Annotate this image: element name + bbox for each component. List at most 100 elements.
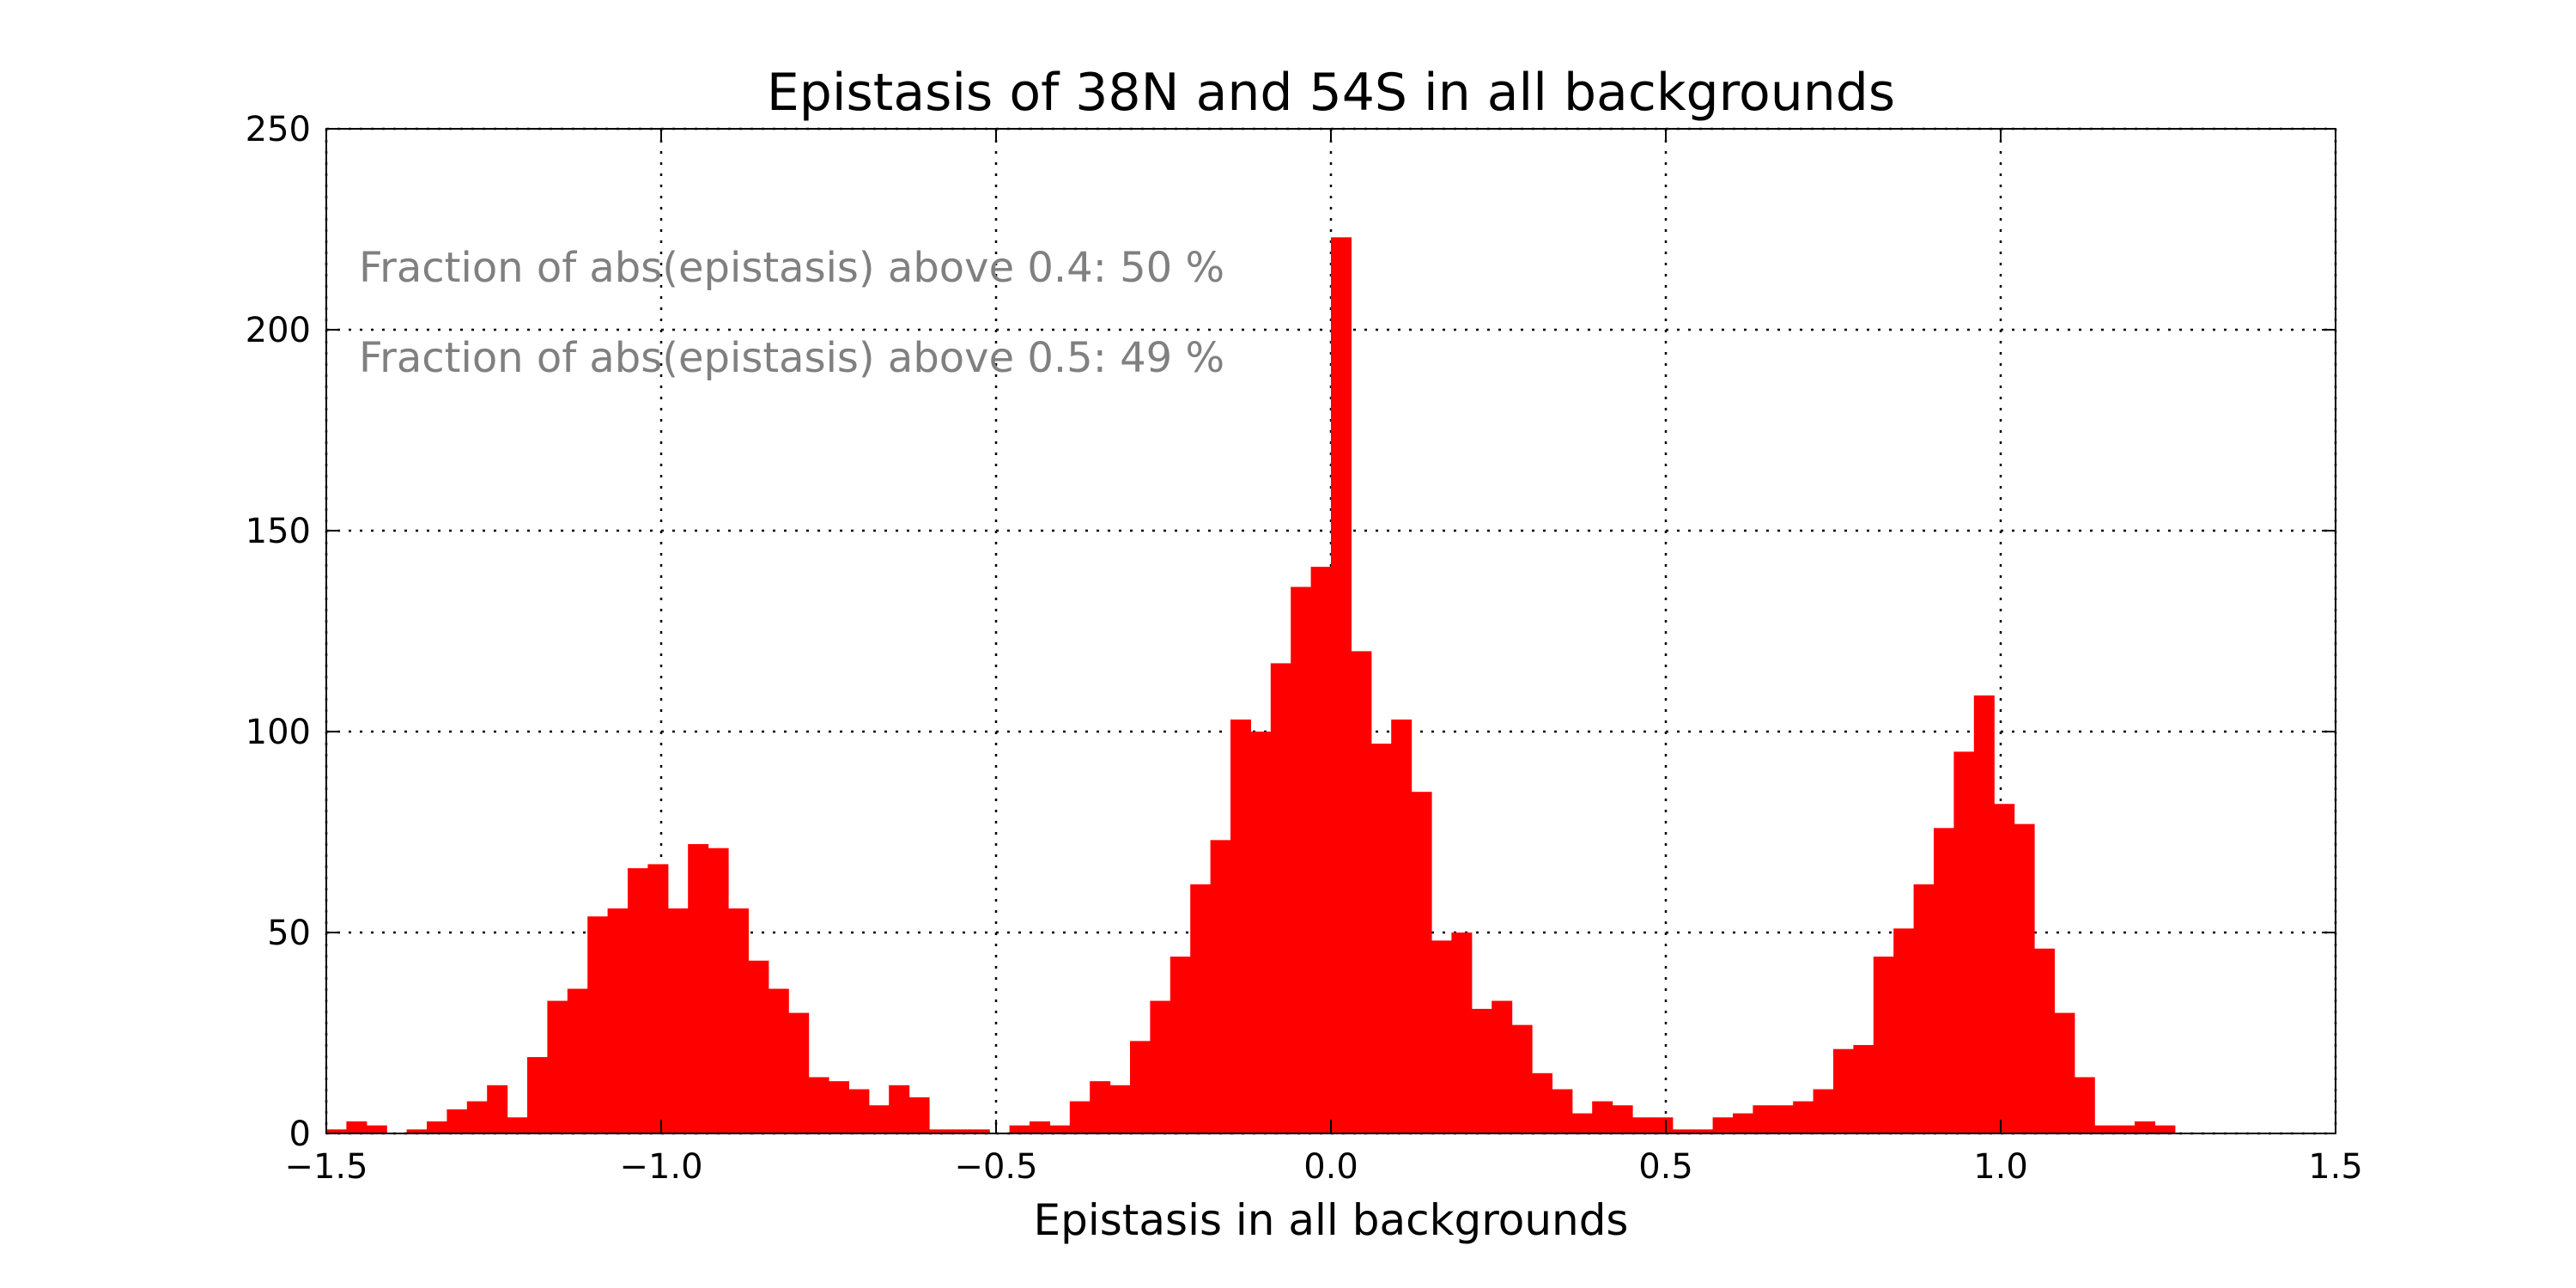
annotation-fraction-0-5: Fraction of abs(epistasis) above 0.5: 49… bbox=[359, 334, 1224, 382]
x-tick-label: 1.0 bbox=[1973, 1147, 2028, 1187]
histogram-bar bbox=[1170, 957, 1191, 1133]
histogram-bar bbox=[406, 1129, 428, 1133]
histogram-bar bbox=[1109, 1084, 1131, 1133]
histogram-bar bbox=[1873, 957, 1894, 1133]
histogram-bar bbox=[2154, 1125, 2176, 1133]
x-tick-label: 1.5 bbox=[2308, 1147, 2363, 1187]
histogram-bar bbox=[1712, 1117, 1734, 1133]
histogram-bar bbox=[1210, 840, 1231, 1133]
histogram-bars bbox=[326, 237, 2176, 1133]
histogram-bar bbox=[1431, 940, 1452, 1133]
x-axis-label: Epistasis in all backgrounds bbox=[1034, 1195, 1629, 1245]
histogram-bar bbox=[1532, 1072, 1552, 1133]
y-tick-label: 200 bbox=[246, 311, 311, 350]
histogram-bar bbox=[1150, 1000, 1171, 1133]
y-tick-label: 250 bbox=[246, 110, 311, 149]
histogram-bar bbox=[326, 1129, 347, 1133]
histogram-bar bbox=[969, 1129, 990, 1133]
histogram-bar bbox=[1030, 1121, 1050, 1133]
histogram-bar bbox=[2074, 1077, 2095, 1133]
histogram-bar bbox=[788, 1012, 810, 1133]
histogram-bar bbox=[647, 864, 669, 1133]
histogram-bar bbox=[628, 868, 648, 1133]
histogram-bar bbox=[1411, 792, 1432, 1133]
histogram-bar bbox=[507, 1117, 528, 1133]
histogram-bar bbox=[768, 988, 789, 1133]
y-tick-label: 0 bbox=[289, 1115, 311, 1154]
histogram-bar bbox=[1492, 1000, 1513, 1133]
histogram-bar bbox=[567, 988, 588, 1133]
histogram-bar bbox=[1291, 586, 1312, 1133]
histogram-bar bbox=[527, 1057, 548, 1133]
x-tick-label: 0.0 bbox=[1303, 1147, 1358, 1187]
histogram-bar bbox=[1612, 1105, 1633, 1133]
histogram-bar bbox=[1753, 1105, 1774, 1133]
histogram-bar bbox=[1813, 1089, 1834, 1133]
histogram-bar bbox=[1009, 1125, 1030, 1133]
histogram-bar bbox=[427, 1121, 447, 1133]
histogram-bar bbox=[1090, 1081, 1111, 1133]
histogram-bar bbox=[667, 908, 689, 1133]
x-tick-label: 0.5 bbox=[1638, 1147, 1693, 1187]
histogram-bar bbox=[728, 908, 749, 1133]
histogram-bar bbox=[748, 960, 769, 1133]
tick-labels: −1.5 −1.0 −0.5 0.0 0.5 1.0 1.5 0 50 100 150 200 250 bbox=[246, 110, 2363, 1187]
histogram-bar bbox=[1351, 651, 1372, 1133]
x-tick-label: −0.5 bbox=[954, 1147, 1037, 1187]
histogram-bar bbox=[1692, 1129, 1714, 1133]
histogram-bar bbox=[1190, 884, 1212, 1133]
annotation-fraction-0-4: Fraction of abs(epistasis) above 0.4: 50… bbox=[359, 244, 1224, 292]
y-tick-label: 50 bbox=[267, 914, 311, 953]
histogram-bar bbox=[487, 1084, 508, 1133]
histogram-bar bbox=[908, 1097, 930, 1133]
histogram-bar bbox=[2014, 823, 2035, 1133]
histogram-bar bbox=[1511, 1024, 1533, 1133]
histogram-bar bbox=[868, 1105, 890, 1133]
histogram-bar bbox=[1552, 1089, 1573, 1133]
histogram-bar bbox=[688, 844, 709, 1133]
histogram-bar bbox=[848, 1089, 870, 1133]
histogram-bar bbox=[1934, 828, 1954, 1133]
histogram-bar bbox=[1853, 1045, 1874, 1133]
x-tick-label: −1.5 bbox=[284, 1147, 368, 1187]
histogram-bar bbox=[1391, 719, 1413, 1133]
histogram-bar bbox=[1069, 1101, 1091, 1133]
histogram-bar bbox=[1130, 1041, 1151, 1133]
chart-title: Epistasis of 38N and 54S in all backgrou… bbox=[767, 63, 1895, 123]
histogram-bar bbox=[1994, 804, 2015, 1133]
histogram-bar bbox=[547, 1000, 568, 1133]
histogram-bar bbox=[1953, 751, 1975, 1133]
histogram-bar bbox=[1230, 719, 1251, 1133]
histogram-bar bbox=[2094, 1125, 2116, 1133]
histogram-bar bbox=[1672, 1129, 1693, 1133]
x-tick-label: −1.0 bbox=[619, 1147, 702, 1187]
histogram-bar bbox=[949, 1129, 970, 1133]
histogram-bar bbox=[607, 908, 629, 1133]
histogram-bar bbox=[1772, 1105, 1794, 1133]
histogram-bar bbox=[1652, 1117, 1674, 1133]
histogram-bar bbox=[2054, 1012, 2075, 1133]
histogram-bar bbox=[1370, 744, 1392, 1133]
histogram-bar bbox=[1973, 695, 1995, 1133]
histogram-bar bbox=[346, 1121, 368, 1133]
histogram-bar bbox=[1451, 933, 1473, 1133]
histogram-bar bbox=[1250, 732, 1272, 1133]
histogram-bar bbox=[929, 1129, 950, 1133]
histogram-bar bbox=[1893, 928, 1915, 1133]
histogram-bar bbox=[1592, 1101, 1613, 1133]
histogram-bar bbox=[1310, 567, 1332, 1133]
histogram-bar bbox=[708, 848, 729, 1133]
histogram-bar bbox=[1571, 1113, 1593, 1133]
histogram-bar bbox=[1632, 1117, 1653, 1133]
histogram-bar bbox=[587, 916, 609, 1133]
histogram-bar bbox=[1270, 663, 1291, 1133]
histogram-bar bbox=[808, 1077, 829, 1133]
histogram-bar bbox=[1733, 1113, 1753, 1133]
axis-ticks bbox=[325, 128, 2336, 1134]
histogram-bar bbox=[1913, 884, 1935, 1133]
histogram-bar bbox=[447, 1109, 468, 1133]
y-tick-label: 100 bbox=[246, 713, 311, 752]
histogram-bar bbox=[1331, 237, 1352, 1133]
histogram-bar bbox=[1471, 1008, 1492, 1133]
